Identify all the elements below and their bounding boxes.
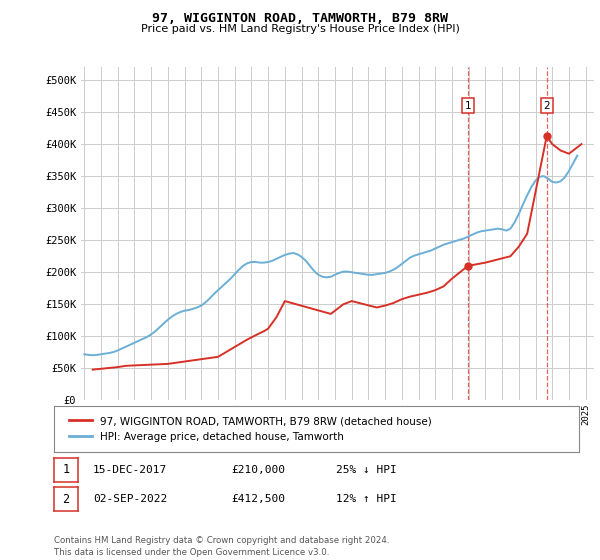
Text: 02-SEP-2022: 02-SEP-2022 (93, 494, 167, 504)
Text: 2: 2 (62, 493, 70, 506)
Text: 1: 1 (62, 463, 70, 476)
Text: 25% ↓ HPI: 25% ↓ HPI (336, 465, 397, 474)
Text: £210,000: £210,000 (231, 465, 285, 474)
Text: Contains HM Land Registry data © Crown copyright and database right 2024.
This d: Contains HM Land Registry data © Crown c… (54, 536, 389, 557)
Text: Price paid vs. HM Land Registry's House Price Index (HPI): Price paid vs. HM Land Registry's House … (140, 24, 460, 34)
Text: 15-DEC-2017: 15-DEC-2017 (93, 465, 167, 474)
Text: 12% ↑ HPI: 12% ↑ HPI (336, 494, 397, 504)
Text: 2: 2 (544, 100, 550, 110)
Legend: 97, WIGGINTON ROAD, TAMWORTH, B79 8RW (detached house), HPI: Average price, deta: 97, WIGGINTON ROAD, TAMWORTH, B79 8RW (d… (64, 412, 436, 446)
Text: 97, WIGGINTON ROAD, TAMWORTH, B79 8RW: 97, WIGGINTON ROAD, TAMWORTH, B79 8RW (152, 12, 448, 25)
Text: 1: 1 (464, 100, 472, 110)
Text: £412,500: £412,500 (231, 494, 285, 504)
